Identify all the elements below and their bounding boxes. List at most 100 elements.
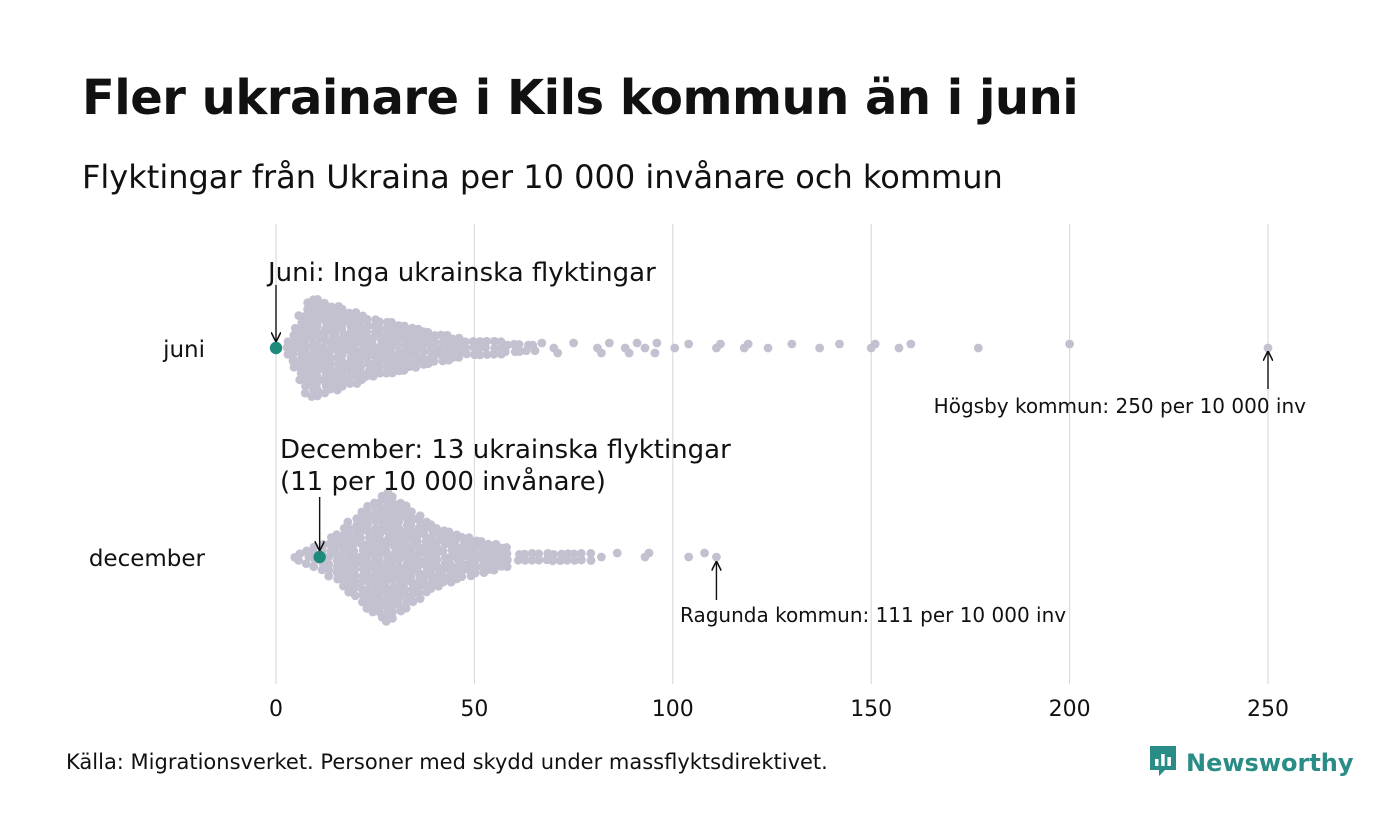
data-point <box>345 314 355 324</box>
data-point <box>301 559 311 569</box>
data-point <box>368 607 378 617</box>
data-point <box>586 548 596 558</box>
data-point <box>400 533 410 543</box>
data-point <box>457 532 467 542</box>
data-point <box>432 555 442 565</box>
data-point <box>400 340 410 350</box>
data-point <box>446 552 455 562</box>
data-point <box>521 346 531 356</box>
data-point <box>402 514 412 524</box>
data-point <box>534 549 544 559</box>
data-point <box>787 339 797 349</box>
data-point <box>388 562 398 572</box>
category-label: juni <box>162 337 205 363</box>
data-point <box>414 581 424 591</box>
data-point <box>419 347 429 356</box>
data-point <box>763 343 773 353</box>
data-point <box>419 529 429 539</box>
data-point <box>381 324 391 334</box>
data-point <box>973 343 983 353</box>
data-point <box>349 584 359 594</box>
annotation-december-max: Ragunda kommun: 111 per 10 000 inv <box>680 603 1066 627</box>
data-point <box>404 362 414 372</box>
brand-name: Newsworthy <box>1186 749 1354 777</box>
data-point <box>392 340 402 350</box>
data-point <box>374 349 384 359</box>
data-point <box>337 568 347 577</box>
data-point <box>309 562 319 572</box>
annotation-juni-max: Högsby kommun: 250 per 10 000 inv <box>934 394 1306 418</box>
data-point <box>295 549 305 559</box>
data-point <box>295 323 305 333</box>
data-point <box>301 381 310 391</box>
data-point <box>358 571 368 581</box>
data-point <box>502 549 512 559</box>
data-point <box>483 552 493 561</box>
data-point <box>317 565 327 575</box>
data-point <box>464 533 474 543</box>
data-point <box>313 391 322 401</box>
x-tick-label: 50 <box>460 697 488 722</box>
dot-swarm <box>269 295 1273 626</box>
data-point <box>350 564 360 574</box>
data-point <box>301 343 311 352</box>
data-point <box>344 524 354 534</box>
data-point <box>388 575 398 584</box>
data-point <box>300 388 310 398</box>
data-point <box>489 565 499 575</box>
data-point <box>650 348 660 358</box>
data-point <box>407 507 416 517</box>
data-point <box>500 347 510 357</box>
data-point <box>381 571 391 581</box>
data-point <box>345 372 355 382</box>
data-point <box>716 339 725 349</box>
data-point <box>482 350 492 359</box>
data-point <box>312 378 322 388</box>
data-point <box>1263 343 1273 353</box>
data-point <box>870 339 880 349</box>
data-point <box>361 372 371 381</box>
x-tick-label: 0 <box>269 697 283 722</box>
data-point <box>401 552 411 562</box>
data-point <box>624 348 634 358</box>
data-point <box>413 555 423 565</box>
data-point <box>301 311 310 321</box>
data-point <box>381 609 391 619</box>
data-point <box>670 343 680 353</box>
data-point <box>362 352 372 362</box>
data-point <box>534 555 544 565</box>
data-point <box>527 548 537 558</box>
data-point <box>294 556 303 565</box>
data-point <box>375 362 385 372</box>
source-note: Källa: Migrationsverket. Personer med sk… <box>66 750 828 774</box>
data-point <box>400 590 410 600</box>
category-label: december <box>89 546 206 572</box>
data-point <box>331 549 341 559</box>
data-point <box>414 523 424 533</box>
data-point <box>388 607 398 617</box>
data-point <box>415 594 425 604</box>
data-point <box>294 356 304 366</box>
data-point <box>640 343 650 353</box>
data-point <box>596 348 606 358</box>
data-point <box>515 347 525 356</box>
annotation-juni-kil: Juni: Inga ukrainska flyktingar <box>266 258 656 288</box>
data-point <box>401 603 411 613</box>
data-point <box>337 549 347 559</box>
data-point <box>407 578 417 588</box>
data-point <box>548 556 558 566</box>
data-point <box>458 559 468 569</box>
brand-logo[interactable]: Newsworthy <box>1148 744 1354 782</box>
data-point <box>351 308 361 317</box>
data-point <box>351 571 361 581</box>
data-point <box>1065 339 1074 349</box>
data-point <box>375 317 385 327</box>
data-point <box>457 572 467 582</box>
data-point <box>562 555 572 565</box>
data-point <box>388 368 397 378</box>
data-point <box>549 549 559 559</box>
data-point <box>489 336 499 346</box>
data-point <box>632 338 642 348</box>
data-point <box>307 352 317 362</box>
data-point <box>415 516 425 526</box>
